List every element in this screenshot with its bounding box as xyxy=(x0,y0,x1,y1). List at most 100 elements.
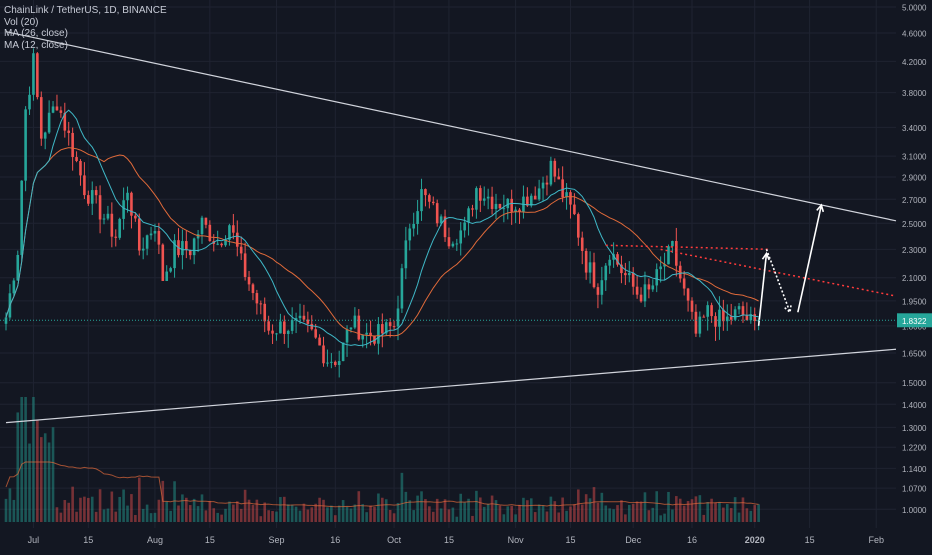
volume-bar xyxy=(506,506,510,522)
volume-bar xyxy=(224,508,227,522)
candle-body xyxy=(83,175,86,196)
candle-body xyxy=(349,327,353,330)
candle-body xyxy=(137,218,141,251)
candle-body xyxy=(577,214,580,238)
volume-bar xyxy=(71,486,74,522)
candle-body xyxy=(686,288,690,301)
candle-body xyxy=(388,322,392,327)
volume-bar xyxy=(722,507,725,522)
candle-body xyxy=(98,195,102,220)
volume-bar xyxy=(659,515,662,522)
price-tick-label: 3.1000 xyxy=(902,153,927,162)
candle-body xyxy=(592,262,596,288)
candle-body xyxy=(243,253,247,277)
volume-bar xyxy=(173,481,176,522)
candle-body xyxy=(400,268,404,309)
volume-bar xyxy=(243,489,247,522)
candle-body xyxy=(286,330,290,334)
volume-bar xyxy=(55,507,59,522)
candle-body xyxy=(20,180,23,255)
indicator-volume-label[interactable]: Vol (20) xyxy=(4,16,39,28)
volume-bar xyxy=(341,500,345,522)
volume-bar xyxy=(235,501,239,522)
indicator-ma26-label[interactable]: MA (26, close) xyxy=(4,28,68,39)
volume-bar xyxy=(75,511,78,522)
price-tick-label: 1.1400 xyxy=(902,465,927,474)
candle-body xyxy=(698,316,702,334)
volume-bar xyxy=(608,508,611,522)
volume-bar xyxy=(388,509,392,522)
volume-bar xyxy=(16,412,20,522)
time-tick-label: Oct xyxy=(387,535,402,545)
volume-bar xyxy=(59,512,63,522)
volume-bar xyxy=(404,491,408,522)
candle-body xyxy=(647,284,651,290)
candle-body xyxy=(16,254,20,281)
candle-body xyxy=(235,232,239,247)
candle-body xyxy=(529,195,533,206)
volume-bar xyxy=(263,502,267,522)
price-tick-label: 4.2000 xyxy=(902,58,927,67)
candle-body xyxy=(263,303,267,322)
candle-body xyxy=(753,314,757,322)
candle-body xyxy=(392,326,396,328)
volume-bar xyxy=(165,501,169,522)
symbol-title[interactable]: ChainLink / TetherUS, 1D, BINANCE xyxy=(4,5,167,16)
candle-body xyxy=(259,303,263,305)
volume-bar xyxy=(200,494,204,522)
volume-bar xyxy=(753,505,757,522)
candle-body xyxy=(608,259,611,266)
volume-bar xyxy=(51,427,55,522)
price-tick-label: 2.3000 xyxy=(902,246,927,255)
volume-bar xyxy=(326,507,329,522)
candle-body xyxy=(584,250,588,273)
price-tick-label: 3.4000 xyxy=(902,124,927,133)
candle-body xyxy=(718,309,721,327)
candle-body xyxy=(357,315,361,340)
volume-bar xyxy=(729,508,733,522)
volume-bar xyxy=(373,506,376,522)
candle-body xyxy=(279,321,282,334)
volume-bar xyxy=(47,442,51,522)
volume-bar xyxy=(298,510,302,522)
candle-body xyxy=(714,316,717,327)
volume-bar xyxy=(526,500,529,522)
volume-bar xyxy=(24,397,27,522)
candle-body xyxy=(204,217,208,225)
candle-body xyxy=(290,320,294,331)
candle-body xyxy=(435,203,439,224)
volume-bar xyxy=(396,502,400,522)
volume-bar xyxy=(294,506,298,522)
arrow-head xyxy=(816,203,825,213)
candle-body xyxy=(541,182,545,189)
indicator-ma12-label[interactable]: MA (12, close) xyxy=(4,39,68,51)
volume-bar xyxy=(114,511,118,522)
price-tick-label: 2.7000 xyxy=(902,196,927,205)
volume-bar xyxy=(584,494,588,522)
volume-bar xyxy=(529,498,533,522)
volume-bar xyxy=(439,508,443,522)
candle-body xyxy=(588,262,592,273)
candle-body xyxy=(294,318,298,321)
candle-body xyxy=(59,110,63,113)
volume-bar xyxy=(302,503,306,522)
volume-bar xyxy=(216,512,219,522)
candle-body xyxy=(216,243,219,245)
candle-body xyxy=(318,337,321,346)
candle-body xyxy=(737,306,741,310)
volume-bar xyxy=(90,496,94,522)
volume-bar xyxy=(416,495,419,522)
volume-bar xyxy=(275,511,278,522)
volume-bar xyxy=(710,498,713,522)
volume-bar xyxy=(102,509,106,522)
volume-bar xyxy=(624,514,627,522)
candle-body xyxy=(224,239,227,246)
candle-body xyxy=(475,188,478,210)
candle-body xyxy=(267,321,270,331)
candle-body xyxy=(114,236,118,238)
time-axis[interactable]: Jul 15 Aug 15 Sep 16 Oct 15 Nov 15 Dec 16 2020 15 Feb xyxy=(28,535,884,545)
volume-bar xyxy=(43,433,47,522)
price-axis[interactable]: 5.0000 4.6000 4.2000 3.8000 3.4000 3.1000 2.90… xyxy=(897,4,932,515)
